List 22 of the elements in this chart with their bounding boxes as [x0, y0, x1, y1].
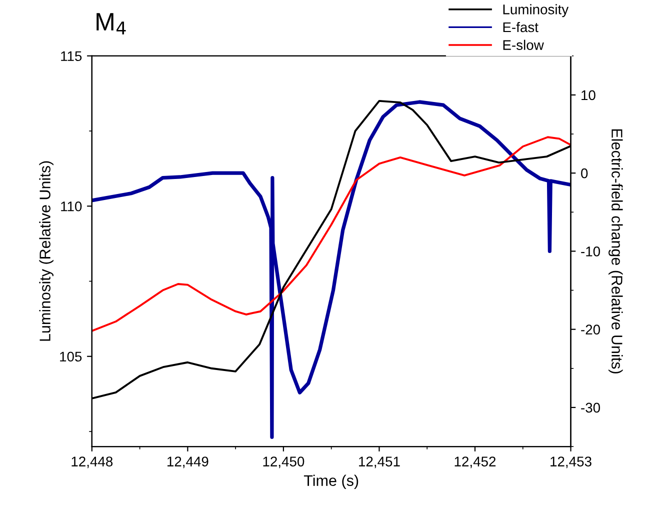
x-tick-label: 12,450 [263, 456, 304, 468]
y2-tick-label: -20 [581, 324, 600, 335]
y-tick-label: 105 [60, 352, 82, 362]
x-tick-label: 12,453 [550, 456, 592, 468]
x-tick-label: 12,452 [454, 456, 496, 468]
y-axis-title: Luminosity (Relative Units) [39, 161, 54, 341]
chart-title: M$_{4}$ [96, 13, 126, 34]
y2-tick-label: -10 [581, 246, 600, 256]
y-tick-label: 115 [61, 51, 82, 62]
line-series [92, 136, 571, 332]
x-axis-title: Time (s) [304, 474, 358, 489]
legend-label: E-fast [503, 22, 538, 32]
legend-label: E-slow [503, 40, 544, 50]
y2-axis-title: Electric-field change (Relative Units) [608, 129, 623, 374]
y2-tick-label: 10 [582, 90, 596, 100]
y-tick-label: 110 [61, 201, 82, 212]
y2-tick-label: 0 [581, 168, 588, 178]
x-tick-label: 12,449 [168, 456, 208, 468]
legend-label: Luminosity [503, 4, 569, 18]
x-tick-label: 12,448 [72, 456, 113, 468]
y2-tick-label: -30 [581, 402, 600, 413]
x-tick-label: 12,451 [359, 456, 400, 468]
